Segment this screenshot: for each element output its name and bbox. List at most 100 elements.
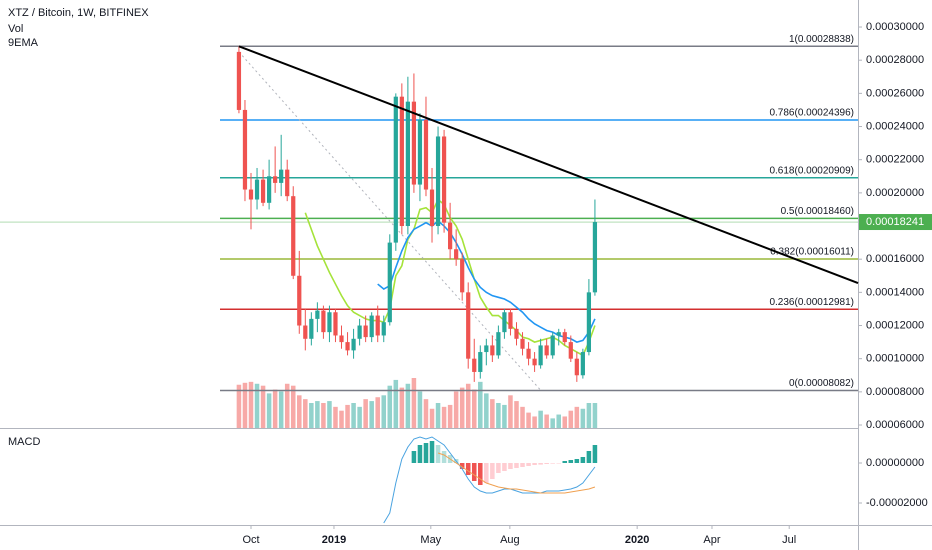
macd-y-tick-label: -0.00002000 xyxy=(866,497,928,509)
volume-bar xyxy=(278,391,284,428)
volume-bar xyxy=(490,399,495,428)
candle-body xyxy=(248,189,254,200)
candle-body xyxy=(369,315,374,338)
candle-body xyxy=(538,345,543,366)
macd-y-tick-label: 0.00000000 xyxy=(866,457,924,469)
macd-histogram-bar xyxy=(441,451,447,463)
y-tick-label: 0.00028000 xyxy=(866,54,924,66)
volume-bar xyxy=(502,404,507,428)
x-tick-label: Jul xyxy=(782,534,796,546)
candle-body xyxy=(514,328,519,339)
y-tick-label: 0.00026000 xyxy=(866,87,924,99)
x-tick-label: Apr xyxy=(703,534,720,546)
candle-body xyxy=(423,119,429,190)
macd-histogram-bar xyxy=(544,463,549,464)
macd-histogram-bar xyxy=(435,445,441,463)
macd-histogram-bar xyxy=(429,441,435,463)
volume-bar xyxy=(248,381,254,428)
candle-body xyxy=(236,51,242,110)
fib-label: 0.618(0.00020909) xyxy=(769,165,854,176)
macd-histogram-bar xyxy=(417,445,423,463)
candle-body xyxy=(260,179,266,203)
candle-body xyxy=(273,176,278,183)
macd-histogram-bar xyxy=(478,463,483,485)
volume-bar xyxy=(411,378,417,428)
candle-body xyxy=(502,312,507,333)
candle-body xyxy=(586,292,592,353)
volume-bar xyxy=(393,379,399,428)
fib-label: 0.5(0.00018460) xyxy=(781,206,854,217)
candle-body xyxy=(266,176,272,203)
volume-bar xyxy=(526,412,531,428)
y-tick-label: 0.00014000 xyxy=(866,286,924,298)
macd-histogram-bar xyxy=(550,463,555,464)
macd-histogram-bar xyxy=(459,463,465,469)
volume-bar xyxy=(496,403,501,428)
volume-bar xyxy=(441,406,447,428)
chart-title: XTZ / Bitcoin, 1W, BITFINEX xyxy=(8,7,149,19)
candle-body xyxy=(454,249,459,260)
volume-bar xyxy=(375,397,380,428)
trendline xyxy=(238,45,859,285)
volume-bar xyxy=(568,410,574,428)
volume-bar xyxy=(339,410,344,428)
volume-bar xyxy=(290,385,296,428)
volume-bar xyxy=(417,391,423,428)
candle-body xyxy=(592,222,598,293)
macd-histogram-bar xyxy=(592,445,598,463)
volume-bar xyxy=(544,414,549,428)
candle-body xyxy=(285,169,290,197)
candle-body xyxy=(381,322,386,336)
volume-bar xyxy=(453,391,459,428)
volume-bar xyxy=(586,403,592,428)
macd-histogram-bar xyxy=(502,463,507,471)
volume-bar xyxy=(550,418,555,428)
candle-body xyxy=(333,312,338,336)
macd-label: MACD xyxy=(8,436,40,448)
volume-bar xyxy=(284,383,290,428)
candle-body xyxy=(568,342,573,359)
candle-body xyxy=(279,169,284,183)
volume-bar xyxy=(333,406,338,428)
candle-body xyxy=(441,136,447,223)
macd-histogram-bar xyxy=(538,463,543,465)
guide-line xyxy=(238,51,541,391)
volume-bar xyxy=(321,403,326,428)
volume-bar xyxy=(592,403,598,428)
candle-body xyxy=(363,325,368,338)
macd-histogram-bar xyxy=(471,463,477,481)
volume-bar xyxy=(363,399,368,428)
last-price-label: 0.00018241 xyxy=(866,216,924,228)
volume-bar xyxy=(574,406,580,428)
macd-histogram-bar xyxy=(514,463,519,468)
macd-histogram-bar xyxy=(484,463,489,483)
candle-body xyxy=(345,342,350,351)
candle-body xyxy=(393,96,398,243)
candle-body xyxy=(532,358,537,366)
y-tick-label: 0.00016000 xyxy=(866,253,924,265)
volume-bar xyxy=(309,403,314,428)
y-tick-label: 0.00020000 xyxy=(866,187,924,199)
y-tick-label: 0.00008000 xyxy=(866,386,924,398)
fib-label: 0.382(0.00016011) xyxy=(770,247,854,258)
macd-histogram-bar xyxy=(490,463,495,479)
candle-body xyxy=(460,259,465,293)
volume-bar xyxy=(315,401,320,428)
candle-body xyxy=(429,189,435,227)
candle-body xyxy=(562,332,567,343)
volume-bar xyxy=(520,406,525,428)
candle-body xyxy=(526,348,531,359)
volume-bar xyxy=(447,404,453,428)
y-tick-label: 0.00024000 xyxy=(866,120,924,132)
macd-histogram-bar xyxy=(562,461,568,463)
candle-body xyxy=(478,352,483,372)
candle-body xyxy=(297,275,302,326)
candle-body xyxy=(574,358,579,376)
candle-body xyxy=(508,312,513,329)
volume-bar xyxy=(272,389,278,428)
candle-body xyxy=(580,352,585,376)
candle-body xyxy=(291,196,296,276)
candle-body xyxy=(315,310,320,319)
